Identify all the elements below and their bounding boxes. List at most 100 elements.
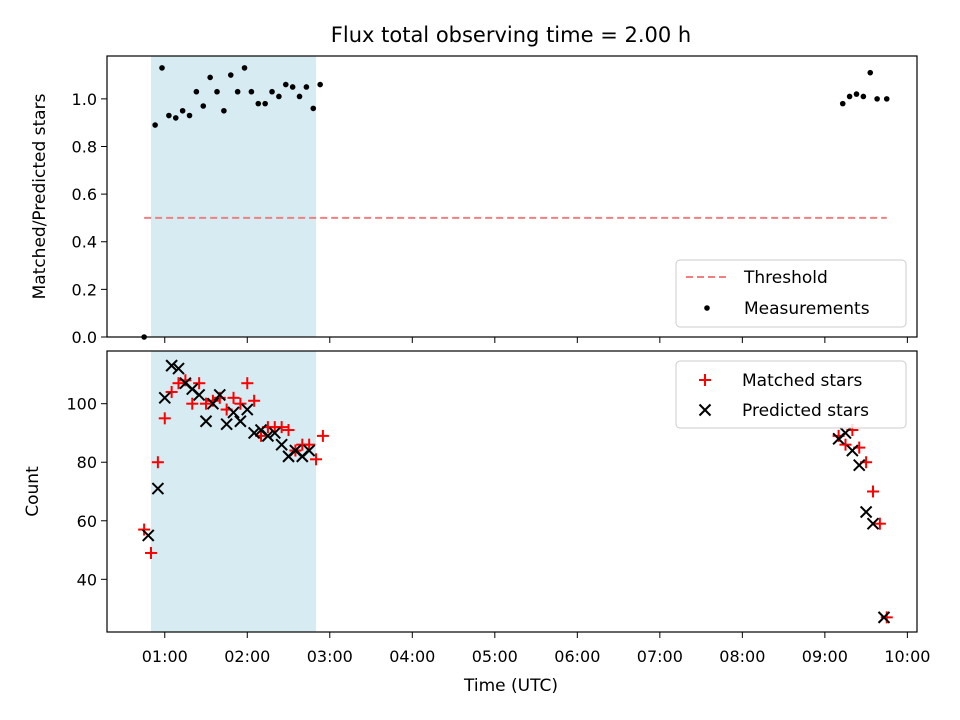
matched-star-point — [186, 397, 199, 410]
measurement-point — [846, 93, 853, 100]
ratio-legend-box — [675, 259, 907, 328]
ratio-y-tick-label: 0.8 — [72, 137, 97, 156]
measurement-point — [860, 93, 867, 100]
predicted-star-point — [839, 426, 852, 440]
predicted-star-point — [846, 444, 859, 457]
predicted-star-point — [199, 415, 213, 428]
x-tick-label: 04:00 — [389, 647, 435, 666]
count-y-axis-label: Count — [23, 466, 43, 517]
measurement-point — [269, 88, 275, 95]
measurement-point — [234, 88, 241, 95]
predicted-star-point — [275, 438, 288, 451]
chart-title: Flux total observing time = 2.00 h — [331, 23, 691, 47]
ratio-y-tick-label: 0.0 — [72, 328, 97, 347]
predicted-star-point — [172, 362, 185, 375]
predicted-star-point — [206, 397, 220, 410]
measurement-point — [289, 84, 296, 90]
matched-star-point — [138, 523, 151, 536]
matched-star-point — [145, 546, 158, 559]
matched-star-point — [275, 421, 288, 434]
x-tick-label: 03:00 — [307, 647, 353, 666]
count-y-tick-label: 80 — [77, 453, 97, 472]
predicted-star-point — [247, 426, 261, 440]
x-tick-label: 06:00 — [554, 647, 600, 666]
predicted-star-point — [877, 611, 891, 624]
count-legend-box — [675, 360, 907, 429]
x-tick-label: 02:00 — [224, 647, 270, 666]
measurements-legend-label: Measurements — [744, 299, 870, 319]
ratio-y-tick-label: 0.4 — [72, 233, 97, 252]
predicted-star-point — [165, 359, 178, 372]
measurement-point — [310, 105, 317, 112]
measurement-point — [874, 96, 880, 102]
count-y-tick-label: 40 — [77, 570, 97, 589]
matched-star-point — [241, 377, 254, 390]
predicted-star-point — [151, 482, 165, 495]
measurement-point — [853, 91, 860, 97]
matched-legend-label: Matched stars — [742, 371, 862, 391]
x-tick-label: 10:00 — [884, 647, 930, 666]
measurement-point — [227, 72, 234, 78]
predicted-legend-swatch — [698, 403, 712, 417]
matched-star-point — [158, 412, 171, 425]
predicted-star-point — [158, 391, 171, 405]
measurement-point — [214, 88, 220, 95]
predicted-star-point — [866, 517, 880, 530]
ratio-y-tick-label: 0.2 — [72, 280, 97, 299]
predicted-star-point — [302, 444, 316, 457]
measurement-point — [248, 88, 255, 95]
ratio-y-tick-label: 1.0 — [72, 90, 97, 109]
count-y-tick-label: 60 — [77, 512, 97, 531]
matched-star-point — [172, 377, 185, 390]
measurement-point — [255, 100, 262, 107]
predicted-star-point — [220, 417, 233, 431]
matched-star-point — [234, 397, 247, 410]
matched-star-point — [193, 377, 206, 390]
predicted-star-point — [213, 388, 226, 402]
x-tick-label: 01:00 — [142, 647, 188, 666]
x-tick-label: 05:00 — [472, 647, 518, 666]
measurement-point — [166, 112, 172, 119]
ratio-y-tick-label: 0.6 — [72, 185, 97, 204]
ratio-y-axis-label: Matched/Predicted stars — [30, 93, 50, 299]
measurement-point — [303, 84, 310, 90]
predicted-legend-marker — [698, 403, 712, 417]
matched-star-point — [880, 611, 893, 624]
predicted-star-point — [853, 458, 866, 472]
measurement-point — [186, 112, 193, 119]
measurement-point — [262, 100, 268, 107]
count-y-tick-label: 100 — [66, 395, 97, 414]
measurement-point — [241, 65, 248, 71]
measurement-point — [883, 96, 890, 102]
matched-star-point — [282, 424, 295, 437]
measurement-point — [193, 88, 200, 95]
x-tick-label: 09:00 — [802, 647, 848, 666]
matched-star-point — [303, 438, 316, 451]
measurement-point — [296, 93, 303, 100]
matched-legend-marker — [699, 374, 711, 386]
ratio-panel: 0.0 0.2 0.4 0.6 0.8 1.0 Matched/Predicted sta… — [30, 55, 918, 347]
count-legend: Matched stars Predicted stars — [675, 360, 907, 429]
measurement-point — [207, 74, 213, 81]
measurement-point — [317, 81, 323, 88]
measurement-point — [179, 107, 186, 114]
predicted-star-point — [192, 388, 206, 402]
predicted-star-point — [142, 529, 155, 542]
predicted-star-point — [859, 505, 873, 519]
matched-star-point — [200, 397, 213, 410]
ratio-plot-frame — [106, 55, 918, 338]
measurement-point — [839, 100, 846, 107]
measurement-point — [172, 115, 179, 121]
measurement-point — [200, 103, 207, 109]
predicted-star-point — [261, 429, 275, 443]
matched-star-point — [873, 517, 886, 530]
matched-star-point — [310, 453, 323, 466]
x-axis-label: Time (UTC) — [463, 676, 558, 696]
measurement-point — [221, 107, 227, 114]
predicted-star-point — [227, 406, 240, 419]
count-plot-frame — [106, 350, 918, 633]
measurement-point — [282, 81, 289, 88]
ratio-legend: Threshold Measurements — [675, 259, 907, 328]
threshold-legend-label: Threshold — [743, 268, 828, 288]
